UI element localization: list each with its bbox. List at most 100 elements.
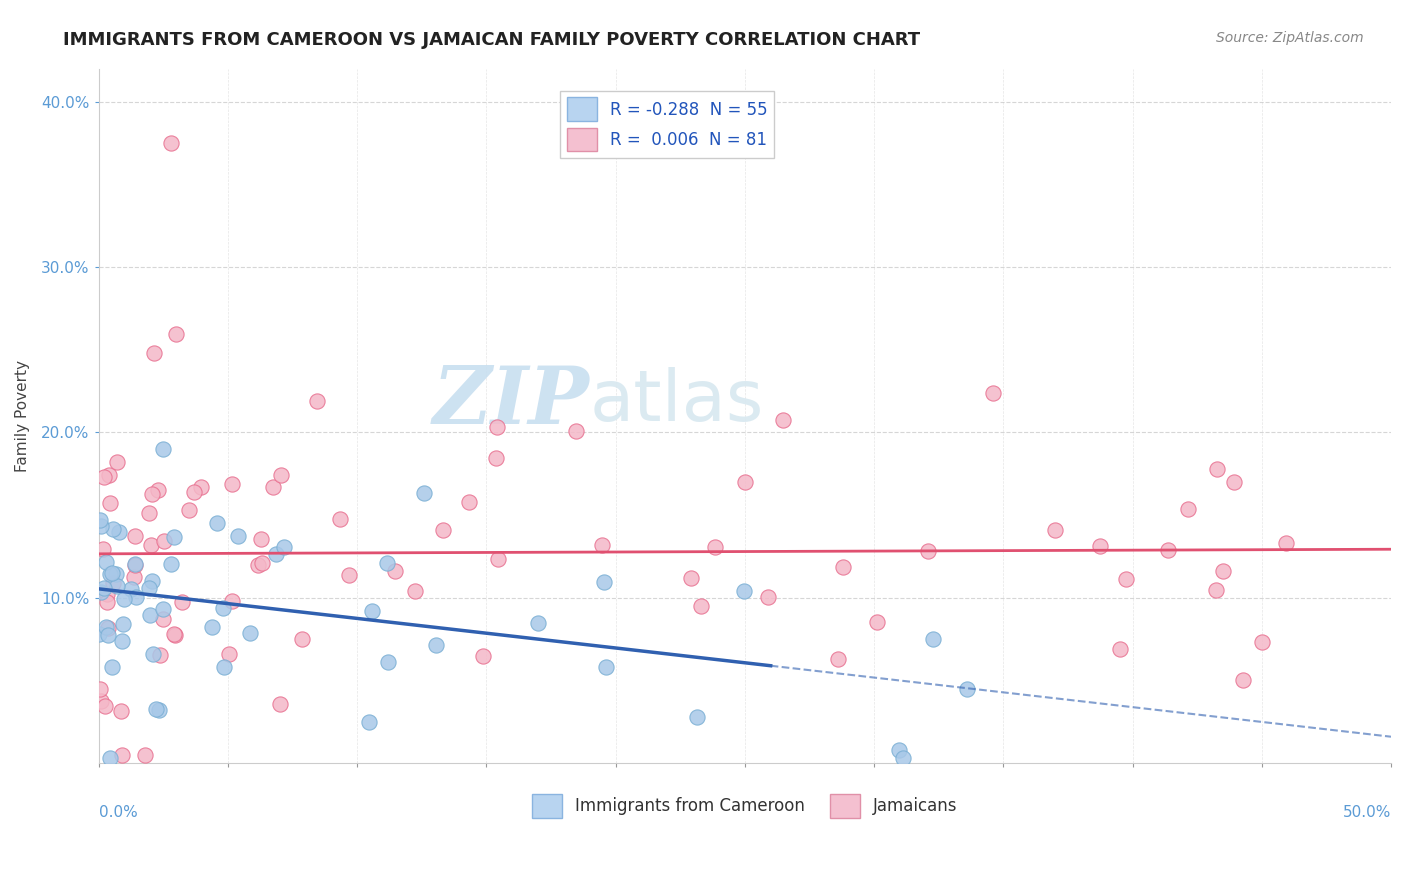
- Point: [486, 552, 509, 566]
- Point: [163, 628, 186, 642]
- Point: [595, 660, 617, 674]
- Point: [98, 567, 121, 582]
- Point: [100, 566, 122, 581]
- Point: [704, 540, 727, 554]
- Point: [404, 583, 426, 598]
- Point: [337, 568, 360, 582]
- Point: [122, 570, 145, 584]
- Point: [264, 548, 287, 562]
- Point: [273, 540, 295, 554]
- Point: [153, 533, 176, 548]
- Point: [142, 647, 165, 661]
- Text: 0.0%: 0.0%: [98, 805, 138, 820]
- Point: [89, 681, 111, 696]
- Point: [125, 590, 148, 604]
- Point: [139, 538, 162, 552]
- Point: [93, 542, 115, 557]
- Point: [1157, 542, 1180, 557]
- Point: [733, 584, 755, 599]
- Point: [143, 346, 166, 360]
- Point: [101, 523, 124, 537]
- Point: [97, 621, 120, 635]
- Point: [138, 506, 160, 520]
- Point: [413, 485, 436, 500]
- Point: [112, 592, 135, 607]
- Point: [111, 634, 134, 648]
- Point: [866, 615, 889, 630]
- Text: IMMIGRANTS FROM CAMEROON VS JAMAICAN FAMILY POVERTY CORRELATION CHART: IMMIGRANTS FROM CAMEROON VS JAMAICAN FAM…: [63, 31, 921, 49]
- Text: 50.0%: 50.0%: [1343, 805, 1391, 820]
- Point: [250, 533, 273, 547]
- Point: [152, 612, 174, 626]
- Point: [772, 412, 794, 426]
- Point: [124, 558, 146, 572]
- Point: [679, 571, 702, 585]
- Point: [94, 555, 117, 569]
- Point: [141, 574, 163, 588]
- Point: [226, 529, 249, 543]
- Point: [734, 475, 756, 489]
- Point: [105, 579, 128, 593]
- Point: [921, 632, 943, 646]
- Point: [756, 591, 779, 605]
- Point: [139, 608, 162, 623]
- Point: [152, 602, 174, 616]
- Point: [90, 694, 112, 708]
- Point: [179, 503, 201, 517]
- Point: [96, 587, 118, 601]
- Point: [329, 512, 352, 526]
- Point: [110, 704, 132, 718]
- Point: [361, 603, 384, 617]
- Y-axis label: Family Poverty: Family Poverty: [15, 359, 30, 472]
- Point: [105, 567, 128, 582]
- Point: [250, 556, 273, 570]
- Point: [108, 525, 131, 540]
- Point: [1177, 502, 1199, 516]
- Point: [105, 455, 128, 469]
- Point: [377, 655, 399, 669]
- Point: [239, 626, 262, 640]
- Point: [592, 575, 614, 590]
- Point: [97, 467, 120, 482]
- Point: [1205, 461, 1227, 475]
- Point: [686, 710, 709, 724]
- Point: [359, 715, 381, 730]
- Point: [432, 524, 454, 538]
- Point: [148, 703, 170, 717]
- Point: [124, 558, 146, 572]
- Point: [152, 442, 174, 456]
- Point: [93, 470, 115, 484]
- Point: [138, 581, 160, 595]
- Point: [832, 560, 855, 574]
- Point: [190, 480, 212, 494]
- Point: [89, 513, 111, 527]
- Point: [983, 386, 1005, 401]
- Point: [89, 519, 111, 533]
- Point: [307, 393, 329, 408]
- Point: [1212, 564, 1234, 578]
- Point: [1223, 475, 1246, 490]
- Point: [246, 558, 269, 573]
- Point: [1232, 673, 1254, 688]
- Point: [201, 620, 224, 634]
- Point: [124, 529, 146, 543]
- Point: [1109, 641, 1132, 656]
- Point: [90, 584, 112, 599]
- Text: Source: ZipAtlas.com: Source: ZipAtlas.com: [1216, 31, 1364, 45]
- Point: [956, 681, 979, 696]
- Point: [214, 659, 236, 673]
- Point: [97, 628, 120, 642]
- Point: [1090, 539, 1112, 553]
- Point: [163, 626, 186, 640]
- Point: [146, 483, 169, 497]
- Point: [1115, 572, 1137, 586]
- Point: [425, 638, 447, 652]
- Point: [94, 620, 117, 634]
- Text: atlas: atlas: [589, 368, 763, 436]
- Point: [149, 648, 172, 662]
- Point: [98, 496, 121, 510]
- Point: [526, 615, 548, 630]
- Point: [101, 576, 124, 591]
- Point: [93, 581, 115, 595]
- Point: [221, 593, 243, 607]
